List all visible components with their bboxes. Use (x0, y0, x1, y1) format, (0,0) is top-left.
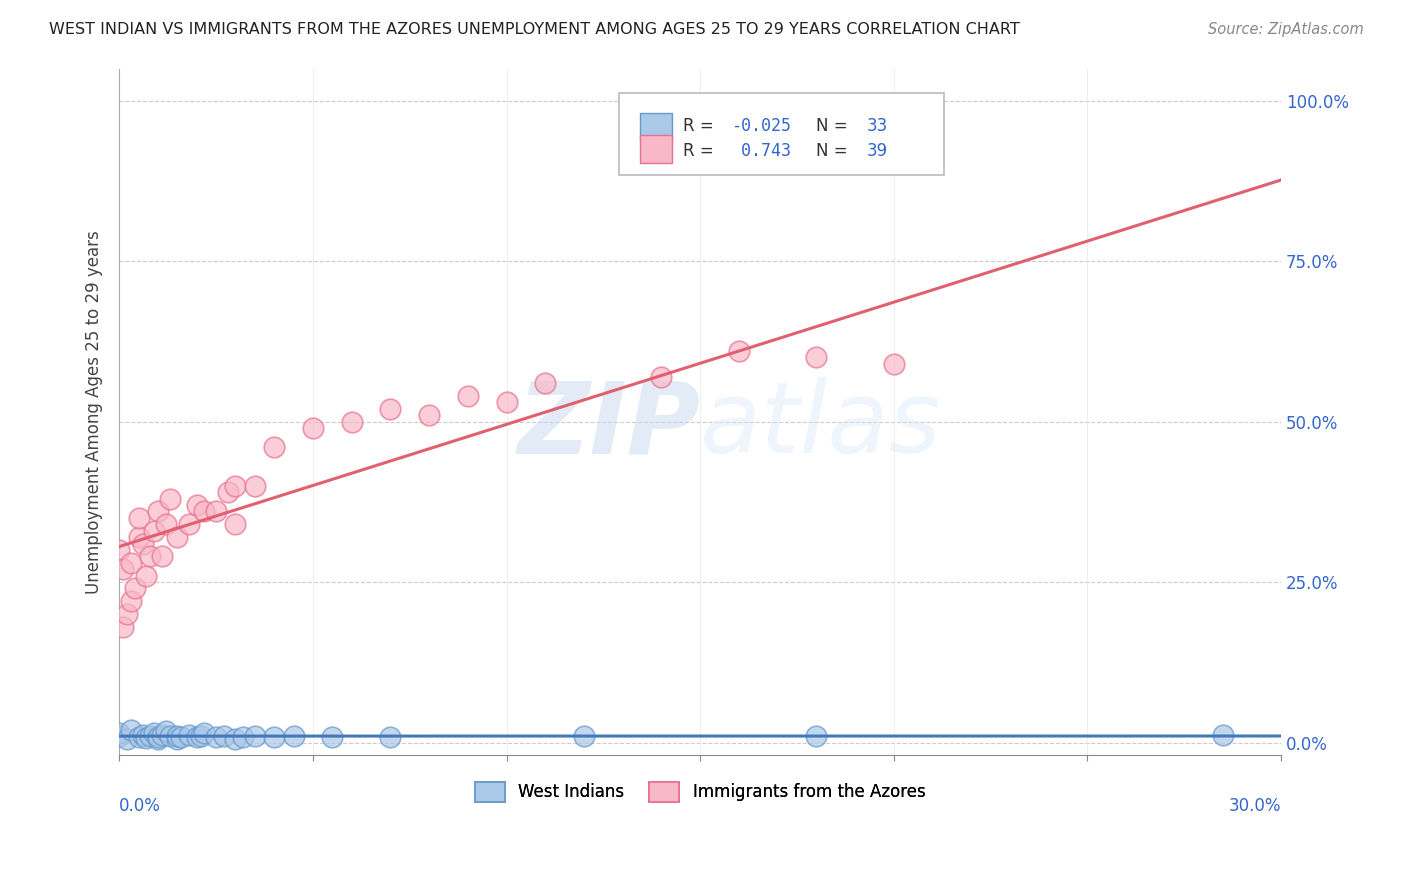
Point (155, 517, 177, 532)
Text: R =: R = (683, 117, 718, 135)
Point (418, 408, 440, 422)
Point (1212, 728, 1234, 742)
Point (340, 415, 363, 429)
Point (108, 543, 131, 558)
Point (166, 731, 188, 746)
Point (131, 536, 153, 550)
Text: 0.743: 0.743 (731, 142, 792, 160)
Point (124, 582, 146, 596)
Text: 39: 39 (866, 142, 887, 160)
Point (146, 504, 169, 518)
Point (806, 351, 828, 365)
Text: -0.025: -0.025 (731, 117, 792, 135)
Point (146, 732, 169, 747)
Point (212, 729, 235, 743)
Point (232, 731, 254, 745)
Point (243, 729, 266, 743)
Point (112, 620, 135, 634)
Point (120, 723, 142, 737)
Point (139, 729, 162, 743)
Point (193, 726, 215, 740)
Point (115, 607, 138, 621)
Point (534, 376, 557, 390)
Point (177, 728, 200, 742)
Point (108, 726, 131, 740)
Point (190, 729, 212, 743)
Point (177, 517, 200, 532)
Point (263, 440, 285, 454)
Point (143, 524, 166, 538)
Point (108, 729, 131, 743)
Point (155, 723, 177, 738)
Point (150, 549, 173, 564)
Point (120, 556, 142, 570)
FancyBboxPatch shape (640, 136, 672, 162)
Point (495, 395, 517, 409)
Point (380, 401, 402, 416)
Text: N =: N = (817, 117, 853, 135)
Point (193, 504, 215, 518)
Point (186, 498, 208, 512)
Point (243, 479, 266, 493)
Point (128, 530, 150, 544)
FancyBboxPatch shape (640, 113, 672, 141)
Point (115, 732, 138, 747)
Point (159, 729, 181, 743)
Point (727, 343, 749, 358)
Text: 30.0%: 30.0% (1229, 797, 1281, 814)
Legend: West Indians, Immigrants from the Azores: West Indians, Immigrants from the Azores (468, 775, 932, 809)
Text: N =: N = (817, 142, 853, 160)
Point (224, 732, 246, 747)
Point (186, 731, 208, 745)
Point (205, 504, 228, 518)
Text: WEST INDIAN VS IMMIGRANTS FROM THE AZORES UNEMPLOYMENT AMONG AGES 25 TO 29 YEARS: WEST INDIAN VS IMMIGRANTS FROM THE AZORE… (49, 22, 1019, 37)
Point (170, 731, 193, 745)
Point (806, 729, 828, 743)
Point (139, 549, 162, 564)
Point (128, 731, 150, 745)
Point (146, 731, 169, 745)
Point (135, 568, 157, 582)
Point (120, 594, 142, 608)
Text: 0.0%: 0.0% (120, 797, 162, 814)
Point (302, 421, 325, 435)
Text: 33: 33 (866, 117, 887, 135)
Text: atlas: atlas (700, 377, 942, 475)
Point (131, 728, 153, 742)
Point (883, 357, 905, 371)
Point (150, 728, 173, 742)
Point (135, 731, 157, 745)
FancyBboxPatch shape (619, 93, 943, 175)
Y-axis label: Unemployment Among Ages 25 to 29 years: Unemployment Among Ages 25 to 29 years (86, 230, 103, 594)
Point (321, 731, 343, 745)
Point (112, 562, 135, 576)
Point (166, 729, 188, 743)
Text: ZIP: ZIP (517, 377, 700, 475)
Point (166, 530, 188, 544)
Point (224, 479, 246, 493)
Point (380, 731, 402, 745)
Point (650, 369, 672, 384)
Point (283, 729, 305, 743)
Point (224, 517, 246, 532)
Text: R =: R = (683, 142, 718, 160)
Point (217, 485, 239, 500)
Point (263, 731, 285, 745)
Point (143, 726, 166, 740)
Point (572, 729, 595, 743)
Text: Source: ZipAtlas.com: Source: ZipAtlas.com (1208, 22, 1364, 37)
Point (457, 389, 479, 403)
Point (205, 731, 228, 745)
Point (159, 491, 181, 506)
Point (128, 511, 150, 525)
